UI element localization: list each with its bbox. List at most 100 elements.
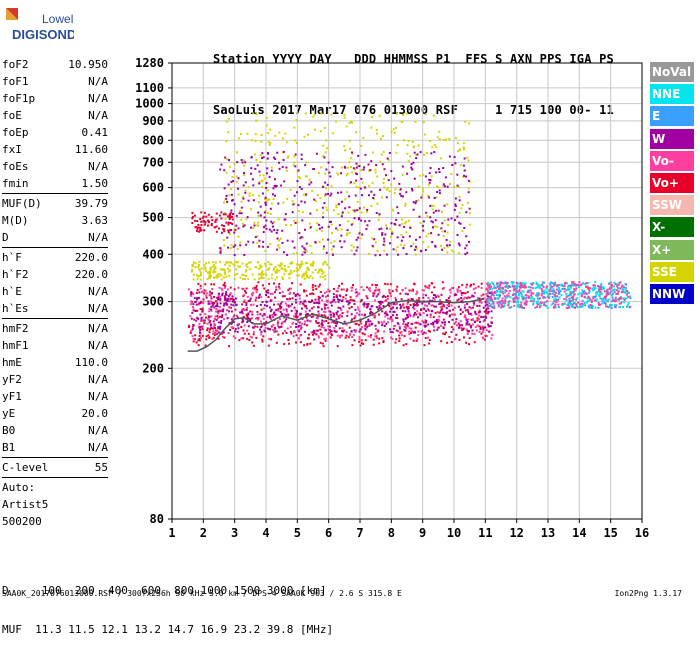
echo-point <box>197 265 200 268</box>
echo-point <box>606 294 609 297</box>
echo-point <box>453 294 456 297</box>
echo-point <box>256 325 259 328</box>
echo-point <box>233 203 236 206</box>
echo-point <box>454 203 457 206</box>
echo-point <box>320 314 323 317</box>
echo-point <box>268 143 271 146</box>
echo-point <box>322 248 325 251</box>
echo-point <box>342 330 345 333</box>
echo-point <box>335 318 338 321</box>
echo-point <box>258 273 261 276</box>
echo-point <box>568 306 571 309</box>
echo-point <box>423 133 426 136</box>
echo-point <box>272 187 275 190</box>
echo-point <box>275 309 278 312</box>
echo-point <box>230 215 233 218</box>
echo-point <box>613 281 616 284</box>
echo-point <box>433 196 436 199</box>
param-value: N/A <box>88 92 108 105</box>
echo-point <box>213 334 216 337</box>
echo-point <box>210 295 213 298</box>
echo-point <box>462 336 465 339</box>
echo-point <box>245 313 248 316</box>
echo-point <box>518 290 521 293</box>
echo-point <box>296 263 299 266</box>
echo-point <box>297 325 300 328</box>
echo-point <box>253 326 256 329</box>
echo-point <box>335 120 338 123</box>
echo-point <box>351 121 354 124</box>
echo-point <box>575 305 578 308</box>
echo-point <box>629 305 632 308</box>
echo-point <box>261 180 264 183</box>
echo-point <box>346 314 349 317</box>
param-label: foF1p <box>2 92 36 105</box>
echo-point <box>367 318 370 321</box>
echo-point <box>298 266 301 269</box>
echo-point <box>206 271 209 274</box>
echo-point <box>236 261 239 264</box>
x-tick-label: 11 <box>478 526 492 540</box>
echo-point <box>323 314 326 317</box>
echo-point <box>240 326 243 329</box>
auto-scaling-line2: Artist5 <box>2 498 49 511</box>
echo-point <box>319 130 322 133</box>
echo-point <box>592 284 595 287</box>
echo-point <box>341 312 344 315</box>
echo-point <box>217 337 220 340</box>
echo-point <box>504 301 507 304</box>
echo-point <box>607 306 610 309</box>
echo-point <box>248 299 251 302</box>
echo-point <box>423 344 426 347</box>
echo-point <box>201 328 204 331</box>
echo-point <box>224 273 227 276</box>
echo-point <box>368 219 371 222</box>
echo-point <box>544 296 547 299</box>
echo-point <box>193 219 196 222</box>
echo-point <box>490 290 493 293</box>
echo-point <box>200 211 203 214</box>
echo-point <box>438 315 441 318</box>
echo-point <box>198 326 201 329</box>
echo-point <box>304 194 307 197</box>
echo-point <box>212 330 215 333</box>
echo-point <box>226 236 229 239</box>
echo-point <box>351 318 354 321</box>
echo-point <box>622 291 625 294</box>
param-row: hmF1 N/A <box>2 337 108 354</box>
echo-point <box>337 203 340 206</box>
echo-point <box>317 285 320 288</box>
echo-point <box>319 197 322 200</box>
echo-point <box>303 277 306 280</box>
echo-point <box>424 294 427 297</box>
echo-point <box>468 337 471 340</box>
echo-point <box>410 297 413 300</box>
echo-point <box>543 281 546 284</box>
echo-point <box>210 309 213 312</box>
echo-point <box>195 274 198 277</box>
echo-point <box>401 195 404 198</box>
echo-point <box>286 298 289 301</box>
echo-point <box>586 287 589 290</box>
echo-point <box>581 304 584 307</box>
param-value: 220.0 <box>74 268 108 281</box>
echo-point <box>189 332 192 335</box>
echo-point <box>588 287 591 290</box>
echo-point <box>348 121 351 124</box>
echo-point <box>344 166 347 169</box>
echo-point <box>522 295 525 298</box>
echo-point <box>259 160 262 163</box>
echo-point <box>328 266 331 269</box>
echo-point <box>252 331 255 334</box>
y-tick-label: 600 <box>142 181 164 195</box>
echo-point <box>595 298 598 301</box>
echo-point <box>436 225 439 228</box>
echo-point <box>330 113 333 116</box>
echo-point <box>417 330 420 333</box>
echo-point <box>376 175 379 178</box>
echo-point <box>430 304 433 307</box>
echo-point <box>223 295 226 298</box>
echo-point <box>422 307 425 310</box>
echo-point <box>599 285 602 288</box>
echo-point <box>484 304 487 307</box>
